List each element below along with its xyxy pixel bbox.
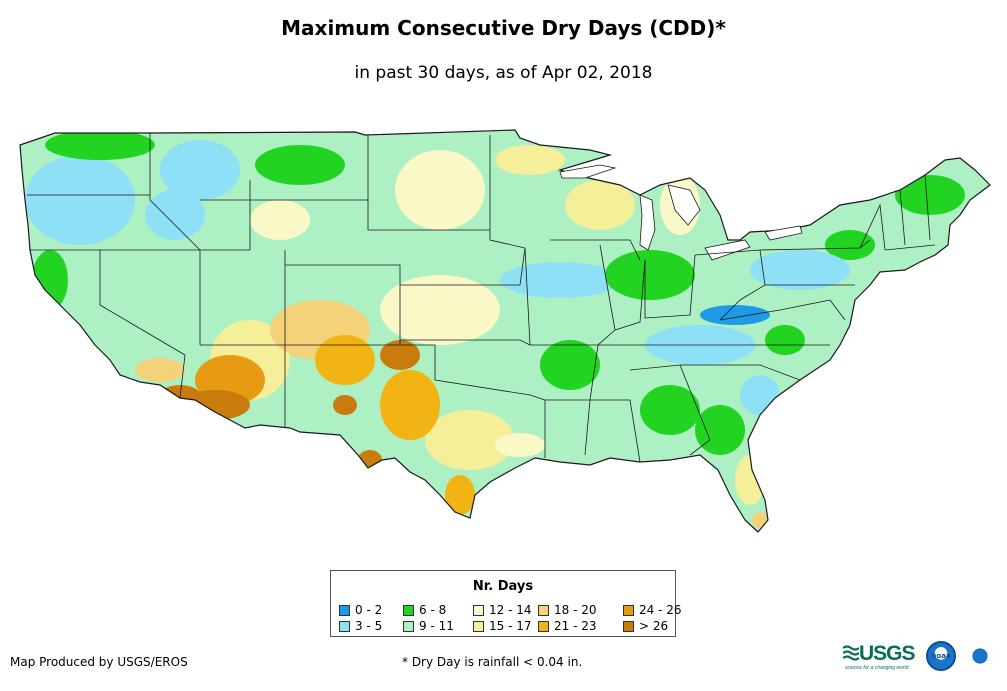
legend-item: 9 - 11 [403, 620, 454, 632]
dry-day-area [735, 455, 765, 505]
legend-swatch [339, 605, 350, 616]
dry-day-area [32, 250, 68, 310]
weather-service-seal-icon [965, 641, 995, 671]
dry-day-area [700, 305, 770, 325]
usgs-logo: USGS science for a changing world [843, 642, 919, 672]
legend-label: 24 - 26 [639, 603, 682, 617]
dry-day-area [750, 250, 850, 290]
dry-day-area [752, 512, 768, 528]
legend-swatch [538, 621, 549, 632]
map-credit: Map Produced by USGS/EROS [10, 655, 188, 669]
legend-label: 15 - 17 [489, 619, 532, 633]
dry-day-area [640, 385, 700, 435]
legend-item: 24 - 26 [623, 604, 682, 616]
usgs-wordmark: USGS [859, 642, 916, 665]
dry-day-area [740, 375, 780, 415]
great-lakes [559, 164, 803, 261]
legend-item: 3 - 5 [339, 620, 382, 632]
dry-day-area [25, 155, 135, 245]
legend-swatch [473, 605, 484, 616]
legend-item: 21 - 23 [538, 620, 597, 632]
dry-day-area [380, 370, 440, 440]
legend-swatch [403, 605, 414, 616]
legend-label: 6 - 8 [419, 603, 447, 617]
legend-swatch [538, 605, 549, 616]
dry-day-area [135, 358, 185, 382]
legend-swatch [623, 605, 634, 616]
dry-day-area [333, 395, 357, 415]
dry-day-area [495, 145, 565, 175]
usgs-wave-icon [843, 645, 859, 661]
legend-swatch [403, 621, 414, 632]
legend-label: 3 - 5 [355, 619, 383, 633]
dry-day-area [395, 150, 485, 230]
dry-day-area [565, 180, 635, 230]
dry-day-area [540, 340, 600, 390]
dry-day-area [895, 175, 965, 215]
legend-swatch [473, 621, 484, 632]
legend-label: > 26 [639, 619, 669, 633]
dry-day-area [605, 250, 695, 300]
map-subtitle: in past 30 days, as of Apr 02, 2018 [354, 63, 653, 83]
legend-item: 12 - 14 [473, 604, 532, 616]
dry-day-area [380, 340, 420, 370]
dry-day-note: * Dry Day is rainfall < 0.04 in. [402, 655, 583, 669]
dry-day-area [160, 140, 240, 200]
dry-day-area [495, 433, 545, 457]
legend-item: 6 - 8 [403, 604, 446, 616]
legend-label: 18 - 20 [554, 603, 597, 617]
legend-title: Nr. Days [472, 579, 534, 594]
dry-day-area [825, 230, 875, 260]
legend-label: 0 - 2 [355, 603, 383, 617]
dry-day-area [315, 335, 375, 385]
legend-item: > 26 [623, 620, 668, 632]
us-outline [19, 129, 991, 533]
dry-day-area [425, 410, 515, 470]
legend-item: 15 - 17 [473, 620, 532, 632]
dry-day-area [500, 262, 620, 298]
us-cdd-map [19, 129, 991, 533]
legend-item: 0 - 2 [339, 604, 382, 616]
noaa-logo-text: noaa [931, 652, 951, 660]
legend-label: 21 - 23 [554, 619, 597, 633]
dry-day-area [145, 190, 205, 240]
dry-day-area [250, 200, 310, 240]
legend-label: 9 - 11 [419, 619, 454, 633]
dry-day-area [45, 130, 155, 160]
map-title: Maximum Consecutive Dry Days (CDD)* [281, 16, 726, 40]
noaa-logo-icon: noaa [926, 641, 956, 671]
dry-day-area [255, 145, 345, 185]
state-boundaries [27, 133, 936, 463]
dry-day-area [380, 275, 500, 345]
dry-day-area [445, 475, 475, 515]
dry-day-area [695, 405, 745, 455]
legend: Nr. Days 0 - 2 3 - 5 6 - 8 9 - 11 12 - 14 15 … [330, 570, 682, 637]
legend-swatch [623, 621, 634, 632]
legend-swatch [339, 621, 350, 632]
legend-item: 18 - 20 [538, 604, 597, 616]
dry-day-area [765, 325, 805, 355]
usgs-tagline: science for a changing world [845, 665, 909, 671]
legend-label: 12 - 14 [489, 603, 532, 617]
